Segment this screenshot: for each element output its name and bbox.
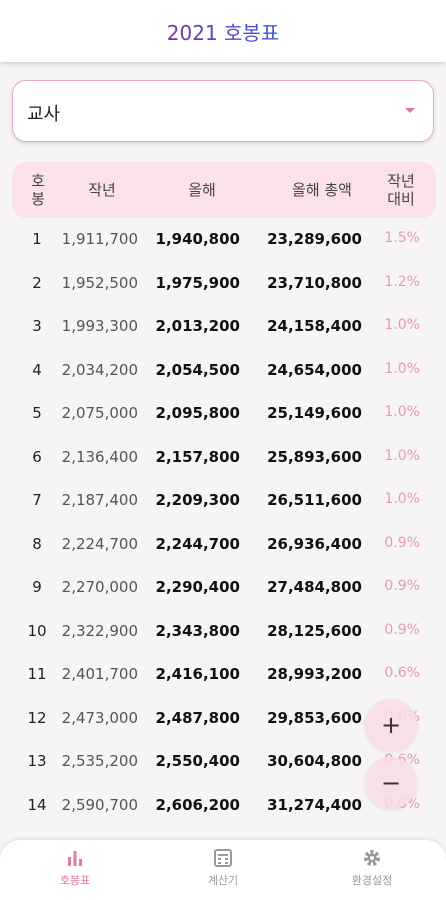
- step-cell: 7: [32, 491, 42, 509]
- last-year-cell: 2,401,700: [61, 665, 138, 683]
- dropdown-arrow: [405, 108, 415, 113]
- step-cell: 4: [32, 360, 42, 379]
- annual-total-cell: 23,710,800: [267, 273, 362, 292]
- change-cell: 1.0%: [384, 360, 420, 377]
- change-cell: 1.5%: [384, 230, 420, 246]
- annual-total-cell: 26,936,400: [267, 534, 362, 553]
- last-year-cell: 2,270,000: [61, 578, 138, 596]
- last-year-cell: 2,322,900: [61, 621, 138, 640]
- nav-icon: [68, 851, 82, 866]
- annual-total-cell: 28,125,600: [267, 621, 362, 640]
- step-cell: 1: [32, 230, 42, 248]
- this-year-cell: 2,487,800: [155, 708, 240, 727]
- this-year-cell: 2,290,400: [155, 578, 240, 596]
- step-cell: 6: [32, 447, 42, 466]
- last-year-cell: 2,224,700: [61, 534, 138, 553]
- step-cell: 14: [27, 795, 47, 814]
- zoom-in-label: +: [380, 711, 402, 739]
- this-year-cell: 1,975,900: [155, 273, 240, 292]
- last-year-cell: 1,993,300: [61, 317, 138, 335]
- this-year-cell: 2,550,400: [155, 752, 240, 770]
- change-cell: 1.0%: [384, 317, 420, 333]
- last-year-cell: 2,535,200: [61, 752, 138, 770]
- annual-total-cell: 23,289,600: [267, 230, 362, 248]
- zoom-out-button[interactable]: −: [365, 757, 417, 809]
- change-cell: 0.9%: [384, 621, 420, 638]
- nav-label: 계산기: [207, 874, 239, 887]
- step-cell: 12: [27, 708, 47, 727]
- bottom-nav: 호봉표 계산기 환경설정: [0, 840, 446, 900]
- this-year-cell: 2,343,800: [155, 621, 240, 640]
- annual-total-cell: 25,149,600: [267, 404, 362, 422]
- last-year-cell: 1,911,700: [61, 230, 138, 248]
- change-cell: 1.2%: [384, 273, 420, 290]
- change-cell: 0.9%: [384, 534, 420, 551]
- dropdown-value: 교사: [27, 104, 61, 125]
- zoom-out-label: −: [380, 769, 402, 797]
- change-cell: 0.6%: [384, 665, 420, 681]
- nav-label: 환경설정: [351, 874, 393, 887]
- last-year-cell: 1,952,500: [61, 273, 138, 292]
- col-header: 작년 대비: [387, 172, 415, 208]
- annual-total-cell: 30,604,800: [267, 752, 362, 770]
- annual-total-cell: 26,511,600: [267, 491, 362, 509]
- step-cell: 3: [32, 317, 42, 335]
- step-cell: 11: [27, 665, 47, 683]
- this-year-cell: 1,940,800: [155, 230, 240, 248]
- last-year-cell: 2,034,200: [61, 360, 138, 379]
- this-year-cell: 2,416,100: [155, 665, 240, 683]
- zoom-in-button[interactable]: +: [365, 699, 417, 751]
- change-cell: 1.0%: [384, 404, 420, 420]
- annual-total-cell: 29,853,600: [267, 708, 362, 727]
- step-cell: 5: [32, 404, 42, 422]
- this-year-cell: 2,606,200: [155, 795, 240, 814]
- last-year-cell: 2,187,400: [61, 491, 138, 509]
- change-cell: 1.0%: [384, 447, 420, 464]
- col-header: 호봉: [31, 172, 45, 208]
- last-year-cell: 2,136,400: [61, 447, 138, 466]
- annual-total-cell: 24,158,400: [267, 317, 362, 335]
- step-cell: 2: [32, 273, 42, 292]
- annual-total-cell: 28,993,200: [267, 665, 362, 683]
- change-cell: 1.0%: [384, 491, 420, 507]
- title: 2021 호봉표: [167, 17, 279, 46]
- nav-icon: [364, 850, 380, 866]
- app-bar: 2021 호봉표: [0, 0, 446, 62]
- dropdown[interactable]: 교사: [12, 80, 434, 142]
- this-year-cell: 2,054,500: [155, 360, 240, 379]
- annual-total-cell: 25,893,600: [267, 447, 362, 466]
- last-year-cell: 2,590,700: [61, 795, 138, 814]
- nav-item[interactable]: 환경설정: [322, 848, 422, 888]
- this-year-cell: 2,013,200: [155, 317, 240, 335]
- nav-label: 호봉표: [59, 874, 91, 887]
- table-header: 호봉 작년 올해 올해 총액 작년 대비: [12, 162, 436, 218]
- nav-item[interactable]: 호봉표: [25, 848, 125, 888]
- col-header: 올해 총액: [292, 181, 352, 199]
- nav-icon: [214, 849, 232, 867]
- step-cell: 8: [32, 534, 42, 553]
- annual-total-cell: 27,484,800: [267, 578, 362, 596]
- step-cell: 13: [27, 752, 47, 770]
- this-year-cell: 2,244,700: [155, 534, 240, 553]
- annual-total-cell: 31,274,400: [267, 795, 362, 814]
- annual-total-cell: 24,654,000: [267, 360, 362, 379]
- last-year-cell: 2,075,000: [61, 404, 138, 422]
- last-year-cell: 2,473,000: [61, 708, 138, 727]
- change-cell: 0.9%: [384, 578, 420, 594]
- nav-item[interactable]: 계산기: [173, 848, 273, 888]
- this-year-cell: 2,209,300: [155, 491, 240, 509]
- step-cell: 9: [32, 578, 42, 596]
- this-year-cell: 2,157,800: [155, 447, 240, 466]
- col-header: 올해: [188, 181, 216, 199]
- col-header: 작년: [88, 181, 116, 199]
- step-cell: 10: [27, 621, 47, 640]
- this-year-cell: 2,095,800: [155, 404, 240, 422]
